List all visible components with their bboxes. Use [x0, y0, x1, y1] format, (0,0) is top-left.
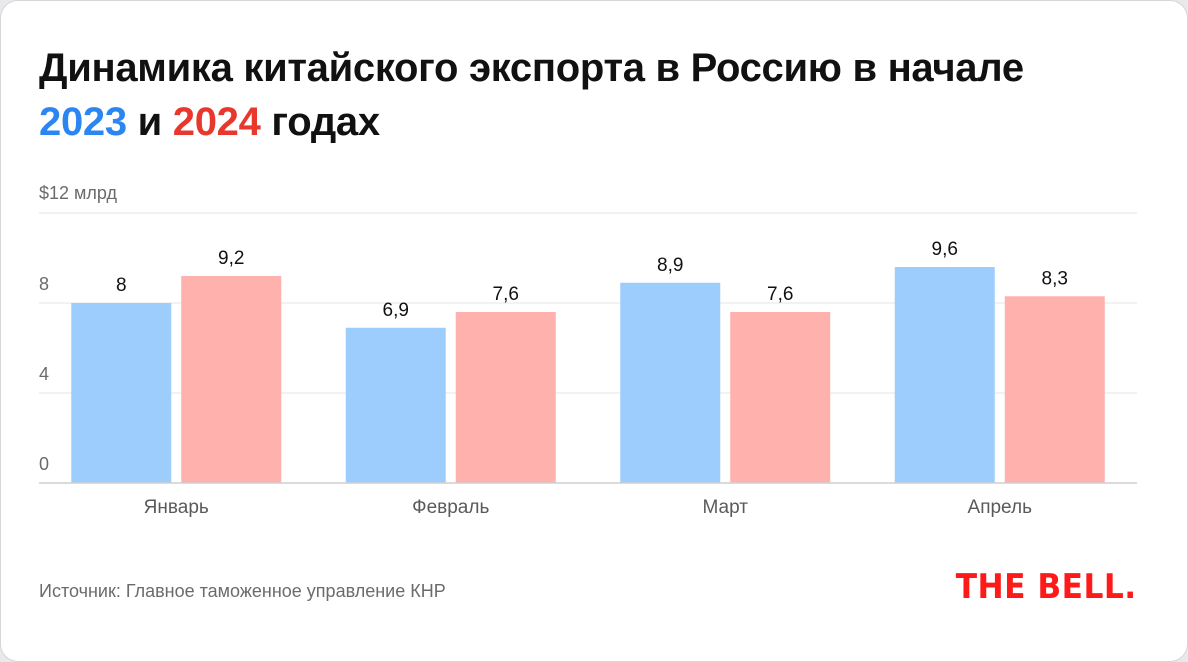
title-suffix: годах [271, 100, 380, 144]
bar-2023-1 [71, 303, 172, 483]
x-tick-label: Март [703, 497, 749, 518]
title-line1: Динамика китайского экспорта в Россию в … [39, 46, 1024, 90]
title-year-2023: 2023 [39, 100, 127, 144]
bar-value-label: 8 [116, 275, 127, 296]
the-bell-logo: THE BELL. [956, 567, 1137, 607]
title-conjunction: и [137, 100, 163, 144]
bar-value-label: 8,3 [1042, 268, 1068, 289]
bar-2024-2 [455, 312, 556, 483]
y-tick-label: 4 [39, 364, 49, 384]
bar-2023-3 [620, 282, 721, 483]
bar-value-label: 7,6 [493, 284, 519, 305]
bar-value-label: 9,6 [932, 239, 958, 260]
bar-2024-1 [181, 276, 282, 483]
source-note: Источник: Главное таможенное управление … [39, 581, 446, 601]
y-axis-top-label: $12 млрд [39, 183, 118, 203]
bar-value-label: 9,2 [218, 248, 244, 269]
bar-2024-4 [1004, 296, 1105, 483]
bar-value-label: 6,9 [383, 300, 409, 321]
x-tick-label: Январь [144, 497, 209, 518]
y-tick-label: 0 [39, 454, 49, 474]
bar-chart: $12 млрд 0 4 8 8 9,2 Январь 6,9 7,6 Февраль 8,9 7,6… [39, 183, 1137, 518]
y-tick-label: 8 [39, 274, 49, 294]
bar-2023-2 [345, 327, 446, 483]
x-tick-label: Февраль [412, 497, 489, 518]
bar-2023-4 [894, 267, 995, 483]
title-year-2024: 2024 [172, 100, 261, 144]
bar-value-label: 7,6 [767, 284, 793, 305]
chart-title: Динамика китайского экспорта в Россию в … [39, 41, 1024, 149]
bar-value-label: 8,9 [657, 255, 683, 276]
x-tick-label: Апрель [968, 497, 1033, 518]
bar-2024-3 [730, 312, 831, 483]
